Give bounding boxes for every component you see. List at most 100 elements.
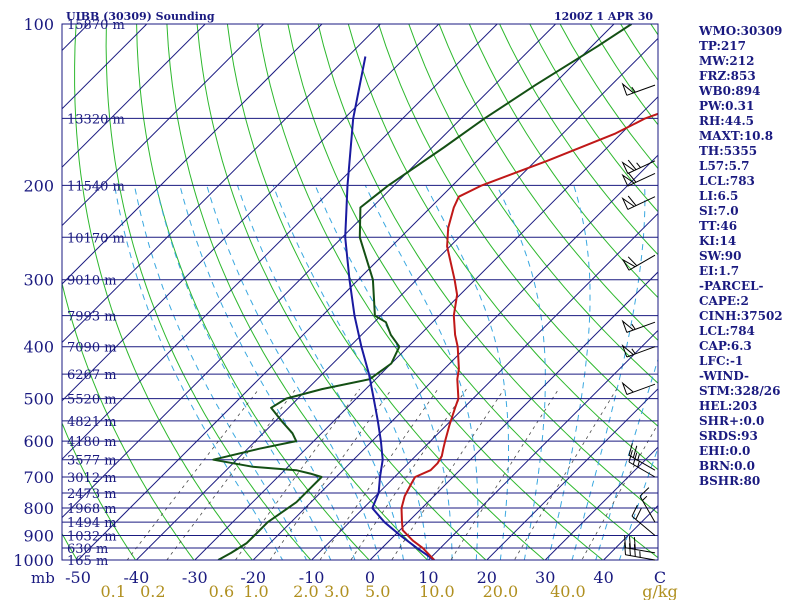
temperature-tick-label: 20	[477, 568, 497, 587]
pressure-tick-label: 500	[23, 390, 54, 409]
index-value: SW:90	[699, 249, 741, 263]
height-level-label: 2473 m	[67, 487, 117, 502]
isotherm-line	[77, 24, 615, 560]
chart-grid	[62, 24, 658, 560]
dry-adiabat-line	[317, 24, 658, 515]
mixing-ratio-tick-label: 0.6	[209, 582, 234, 600]
wind-barb	[621, 195, 656, 210]
temperature-unit-label: C	[654, 568, 666, 587]
dry-adiabat-line	[62, 421, 137, 560]
index-value: TT:46	[699, 219, 737, 233]
index-value: RH:44.5	[699, 114, 754, 128]
moist-adiabat-line	[155, 185, 332, 560]
mixing-ratio-line	[166, 388, 297, 560]
mixing-ratio-line	[581, 423, 658, 560]
pressure-unit-label: mb	[31, 569, 55, 587]
isotherm-line	[62, 24, 498, 460]
index-value: MAXT:10.8	[699, 129, 773, 143]
wind-barb	[621, 82, 656, 96]
wind-barb	[621, 159, 656, 174]
wind-barb	[624, 535, 656, 554]
index-value: TP:217	[699, 39, 746, 53]
height-level-label: 3577 m	[67, 454, 117, 469]
stability-indices-panel: WMO:30309TP:217MW:212FRZ:853WB0:894PW:0.…	[698, 24, 783, 488]
isotherm-line	[194, 96, 658, 560]
sounding-profiles	[212, 24, 658, 560]
temperature-tick-label: -20	[240, 568, 266, 587]
index-value: FRZ:853	[699, 69, 756, 83]
temperature-tick-label: 30	[535, 568, 555, 587]
parcel-path-line	[344, 56, 435, 560]
index-value: LCL:783	[699, 174, 755, 188]
height-level-label: 4821 m	[67, 415, 117, 430]
pressure-tick-label: 200	[23, 176, 54, 195]
temperature-tick-label: 40	[593, 568, 613, 587]
isotherm-line	[369, 271, 658, 560]
temperature-profile-line	[400, 112, 658, 560]
dry-adiabat-line	[408, 24, 658, 384]
pressure-tick-label: 800	[23, 499, 54, 518]
dry-adiabat-line	[499, 24, 658, 256]
height-level-label: 165 m	[67, 554, 108, 569]
index-value: EHI:0.0	[699, 444, 750, 458]
moist-adiabat-line	[206, 185, 380, 560]
mixing-ratio-tick-label: 20.0	[483, 582, 519, 600]
mixing-ratio-line	[450, 388, 559, 560]
index-value: SRDS:93	[699, 429, 758, 443]
index-value: PW:0.31	[699, 99, 754, 113]
height-level-label: 5520 m	[67, 393, 117, 408]
moist-adiabat-line	[571, 185, 646, 560]
pressure-tick-label: 400	[23, 338, 54, 357]
mixing-ratio-tick-label: 10.0	[419, 582, 455, 600]
wind-barb	[621, 381, 656, 395]
dry-adiabat-line	[287, 24, 658, 559]
index-value: TH:5355	[699, 144, 757, 158]
moist-adiabat-line	[179, 185, 356, 560]
index-value: CAPE:2	[699, 294, 749, 308]
height-level-label: 15870 m	[67, 18, 125, 33]
pressure-tick-label: 600	[23, 432, 54, 451]
pressure-tick-label: 700	[23, 468, 54, 487]
dry-adiabat-line	[196, 24, 487, 560]
height-level-label: 630 m	[67, 542, 108, 557]
wind-barb	[621, 254, 656, 271]
isotherm-line	[62, 24, 440, 402]
index-value: KI:14	[699, 234, 736, 248]
dry-adiabat-line	[347, 24, 658, 471]
height-level-label: 10170 m	[67, 231, 125, 246]
mixing-ratio-unit-label: g/kg	[642, 582, 678, 600]
isotherm-line	[62, 24, 265, 227]
mixing-ratio-tick-label: 0.1	[100, 582, 125, 600]
index-value: SHR+:0.0	[699, 414, 764, 428]
temperature-tick-label: -30	[182, 568, 208, 587]
index-value: MW:212	[699, 54, 754, 68]
index-value: -PARCEL-	[699, 279, 764, 293]
isotherm-line	[544, 446, 658, 560]
index-value: HEL:203	[699, 399, 757, 413]
mixing-ratio-tick-label: 2.0	[293, 582, 318, 600]
index-value: WB0:894	[698, 84, 760, 98]
mixing-ratio-line	[319, 388, 439, 560]
index-value: -WIND-	[699, 369, 749, 383]
isotherm-line	[310, 212, 658, 560]
isotherm-line	[427, 329, 658, 560]
pressure-tick-label: 100	[23, 15, 54, 34]
chart-title-station: UIBB (30309) Sounding	[66, 10, 215, 23]
moist-adiabat-line	[425, 185, 509, 560]
height-level-label: 13320 m	[67, 112, 125, 127]
wind-barb	[631, 504, 656, 536]
moist-adiabat-line	[547, 185, 591, 560]
dry-adiabat-line	[74, 24, 253, 560]
dry-adiabat-line	[257, 24, 604, 560]
mixing-ratio-tick-label: 5.0	[365, 582, 390, 600]
isotherm-line	[486, 388, 658, 560]
isotherm-line	[62, 24, 206, 168]
wind-barb	[624, 542, 656, 561]
height-level-label: 7090 m	[67, 341, 117, 356]
moist-adiabat-line	[496, 185, 546, 560]
index-value: L57:5.7	[699, 159, 749, 173]
index-value: LCL:784	[699, 324, 755, 338]
moist-adiabat-line	[272, 185, 429, 560]
height-level-label: 1032 m	[67, 530, 117, 545]
